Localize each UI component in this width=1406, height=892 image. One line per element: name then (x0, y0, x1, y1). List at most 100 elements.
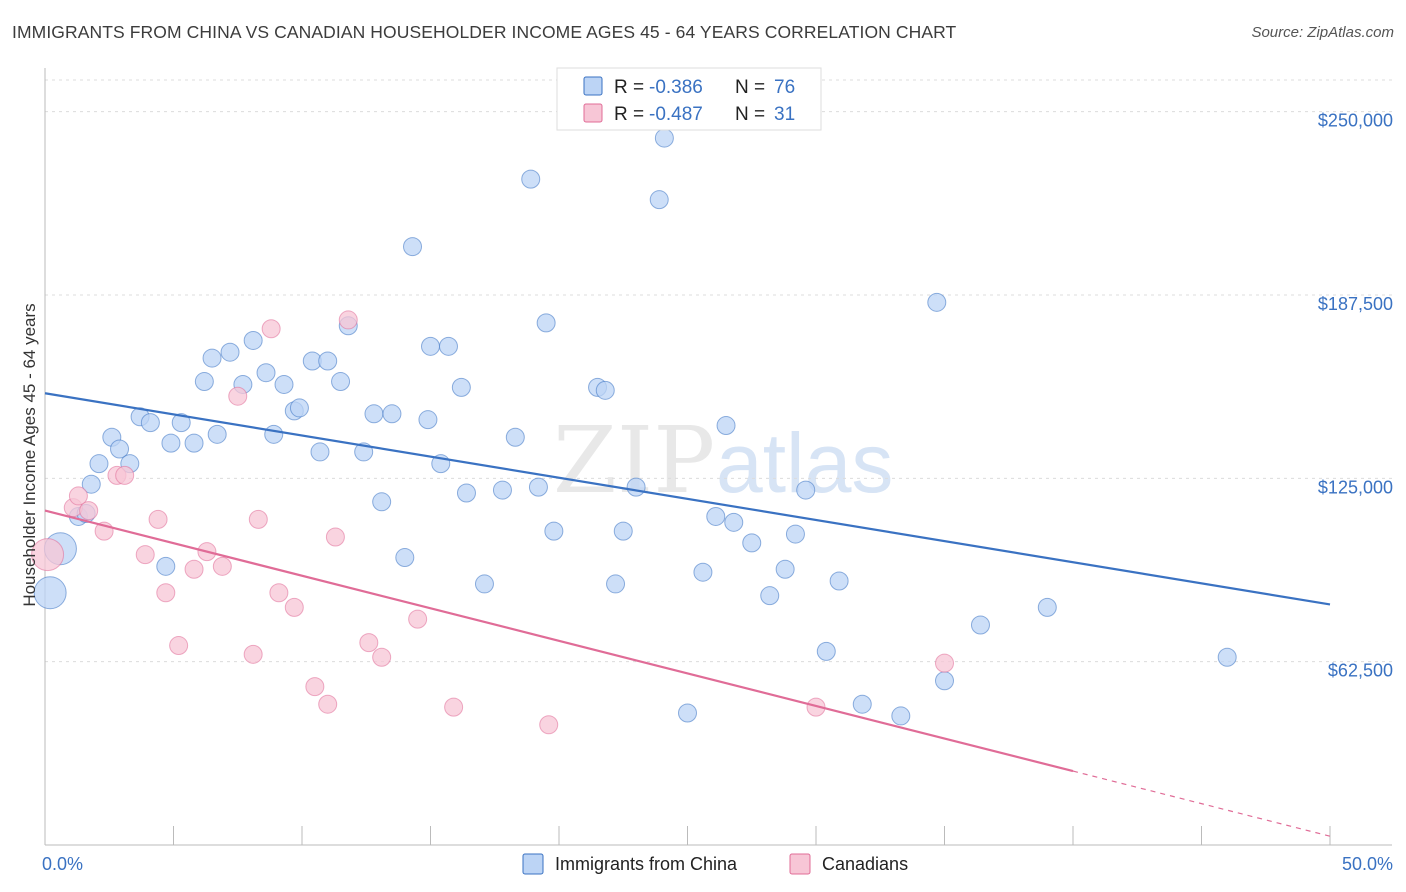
china-point-18 (220, 342, 240, 362)
canadian-point-11 (184, 559, 204, 579)
china-points (33, 128, 1237, 726)
legend-swatch-china (583, 76, 603, 96)
axes (44, 68, 1392, 846)
china-point-43 (474, 574, 494, 594)
china-point-70 (891, 706, 911, 726)
china-point-20 (243, 330, 263, 350)
china-point-58 (693, 562, 713, 582)
china-point-74 (1037, 597, 1057, 617)
canadian-point-15 (243, 644, 263, 664)
china-point-61 (724, 512, 744, 532)
canadian-point-26 (408, 609, 428, 629)
canadian-point-2 (68, 486, 88, 506)
legend-n-label-china: N = (735, 77, 765, 98)
china-point-16 (202, 348, 222, 368)
y-tick-label-3: $250,000 (1318, 111, 1393, 131)
china-point-67 (816, 641, 836, 661)
china-point-59 (706, 506, 726, 526)
china-point-69 (852, 694, 872, 714)
x-tick-label-1: 50.0% (1342, 854, 1393, 874)
correlation-legend: R = -0.386 N = 76 R = -0.487 N = 31 (556, 67, 822, 131)
series-legend: Immigrants from China Canadians (522, 853, 908, 875)
china-point-64 (775, 559, 795, 579)
china-point-63 (760, 586, 780, 606)
china-point-46 (521, 169, 541, 189)
trend-line-canadians (44, 509, 1074, 773)
china-point-52 (606, 574, 626, 594)
canadian-point-7 (135, 545, 155, 565)
canadian-point-6 (115, 465, 135, 485)
china-point-48 (536, 313, 556, 333)
canadian-point-16 (248, 509, 268, 529)
china-point-17 (207, 424, 227, 444)
y-tick-label-0: $62,500 (1328, 661, 1393, 681)
china-point-10 (140, 413, 160, 433)
china-point-49 (544, 521, 564, 541)
china-point-40 (438, 336, 458, 356)
canadian-point-17 (261, 319, 281, 339)
china-point-47 (528, 477, 548, 497)
trend-lines (44, 392, 1331, 837)
china-point-4 (81, 474, 101, 494)
china-point-54 (626, 477, 646, 497)
canadian-points (31, 310, 954, 735)
legend-n-value-canadians: 31 (774, 104, 795, 125)
y-axis-label: Householder Income Ages 45 - 64 years (20, 303, 39, 606)
watermark-zip: ZIP (553, 407, 715, 514)
y-tick-label-2: $187,500 (1318, 294, 1393, 314)
canadian-point-9 (156, 583, 176, 603)
canadian-point-18 (269, 583, 289, 603)
china-point-25 (289, 398, 309, 418)
legend-swatch-canadians (583, 103, 603, 123)
china-point-29 (331, 372, 351, 392)
china-point-57 (678, 703, 697, 723)
china-point-60 (716, 416, 736, 436)
china-point-51 (595, 380, 615, 400)
china-point-14 (184, 433, 204, 453)
canadian-point-30 (935, 653, 954, 673)
grid-lines (45, 79, 1392, 663)
china-point-42 (456, 483, 476, 503)
china-point-65 (785, 524, 805, 544)
china-point-34 (382, 404, 402, 424)
china-point-72 (935, 671, 954, 691)
legend-r-value-canadians: -0.487 (649, 104, 703, 125)
china-point-71 (927, 292, 947, 312)
trend-line-china (44, 392, 1331, 606)
china-point-38 (421, 336, 440, 356)
china-point-36 (403, 237, 423, 257)
legend-r-value-china: -0.386 (649, 77, 703, 98)
china-point-75 (1217, 647, 1237, 667)
canadian-point-24 (359, 633, 379, 653)
trend-line-canadians-extension (1072, 770, 1331, 837)
canadian-point-0 (31, 538, 65, 572)
x-tick-label-0: 0.0% (42, 854, 83, 874)
canadian-point-13 (212, 556, 232, 576)
series-legend-swatch-china (522, 853, 544, 875)
china-point-28 (318, 351, 338, 371)
china-point-12 (161, 433, 181, 453)
legend-n-value-china: 76 (774, 77, 795, 98)
series-legend-swatch-canadians (789, 853, 811, 875)
china-point-11 (156, 556, 176, 576)
series-legend-label-china: Immigrants from China (555, 854, 738, 874)
china-point-0 (33, 576, 67, 610)
y-tick-label-1: $125,000 (1318, 477, 1393, 497)
china-point-32 (364, 404, 384, 424)
canadian-point-22 (325, 527, 345, 547)
canadian-point-14 (228, 386, 248, 406)
china-point-55 (649, 190, 669, 210)
tick-labels: $62,500 $125,000 $187,500 $250,000 0.0% 50.0% (42, 111, 1393, 874)
canadian-point-25 (372, 647, 392, 667)
china-point-73 (970, 615, 990, 635)
canadian-point-10 (169, 636, 189, 656)
china-point-37 (418, 410, 438, 430)
china-point-5 (89, 454, 109, 474)
china-point-27 (310, 442, 330, 462)
china-point-44 (492, 480, 512, 500)
chart-title: IMMIGRANTS FROM CHINA VS CANADIAN HOUSEH… (12, 22, 957, 42)
china-point-7 (110, 439, 130, 459)
legend-r-label-china: R = (614, 77, 644, 98)
china-point-21 (256, 363, 276, 383)
